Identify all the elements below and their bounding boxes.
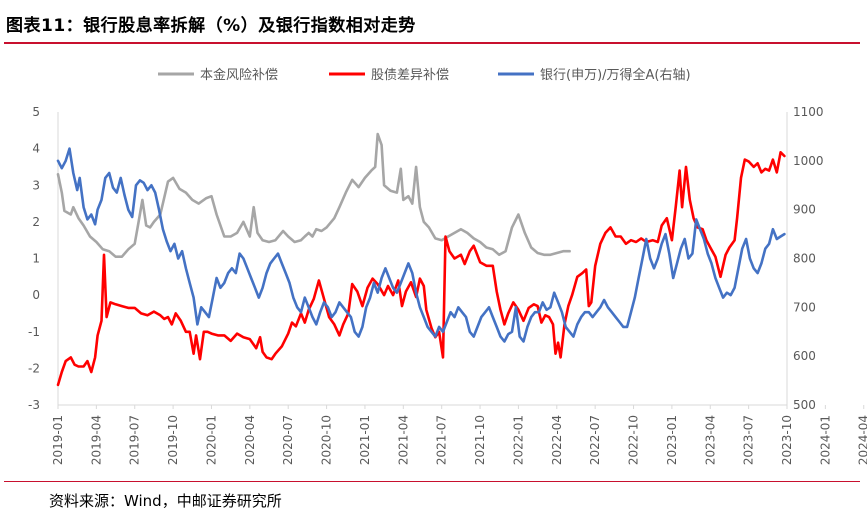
y-left-tick-label: 4 — [32, 142, 40, 156]
series-line-1 — [56, 132, 571, 258]
x-tick-label: 2021-07 — [435, 415, 449, 465]
y-left-tick-label: -2 — [28, 361, 40, 375]
x-tick-label: 2019-01 — [51, 415, 65, 465]
y-left-tick-label: 5 — [32, 105, 40, 119]
x-tick-label: 2024-04 — [857, 415, 867, 465]
x-tick-label: 2023-07 — [742, 415, 756, 465]
x-tick-label: 2022-01 — [511, 415, 525, 465]
footer-divider — [4, 481, 860, 482]
x-tick-label: 2020-01 — [204, 415, 218, 465]
x-tick-label: 2021-04 — [396, 415, 410, 465]
y-right-tick-label: 600 — [793, 349, 816, 363]
legend-label: 股债差异补偿 — [371, 68, 449, 83]
chart-title: 图表11：银行股息率拆解（%）及银行指数相对走势 — [6, 16, 416, 36]
series-line-3 — [56, 147, 786, 343]
y-right-tick-label: 1100 — [793, 105, 824, 119]
y-right-tick-label: 900 — [793, 203, 816, 217]
legend: 本金风险补偿 股债差异补偿 银行(申万)/万得全A(右轴) — [158, 67, 691, 83]
x-tick-label: 2021-01 — [358, 415, 372, 465]
x-tick-label: 2022-10 — [627, 415, 641, 465]
y-right-tick-label: 1000 — [793, 154, 824, 168]
axes: -3 -2 -1 0 1 2 3 4 5 500 600 700 800 900 1000 1100 2019-… — [28, 105, 867, 465]
legend-label: 银行(申万)/万得全A(右轴) — [540, 67, 691, 83]
y-left-tick-label: 0 — [32, 288, 40, 302]
x-tick-label: 2019-04 — [89, 415, 103, 465]
y-right-tick-label: 700 — [793, 300, 816, 314]
x-tick-label: 2022-04 — [550, 415, 564, 465]
plot-area — [56, 132, 786, 387]
x-tick-label: 2023-04 — [703, 415, 717, 465]
source-note: 资料来源：Wind，中邮证券研究所 — [49, 492, 282, 510]
y-left-tick-label: 2 — [32, 215, 40, 229]
x-tick-label: 2019-10 — [166, 415, 180, 465]
x-tick-label: 2023-01 — [665, 415, 679, 465]
y-left-tick-label: -1 — [28, 325, 40, 339]
y-left-tick-label: 1 — [32, 252, 40, 266]
x-tick-label: 2022-07 — [588, 415, 602, 465]
x-tick-label: 2019-07 — [128, 415, 142, 465]
x-tick-label: 2020-04 — [243, 415, 257, 465]
title-divider — [4, 42, 860, 44]
y-left-tick-label: -3 — [28, 398, 40, 412]
legend-label: 本金风险补偿 — [200, 67, 278, 83]
y-right-tick-label: 800 — [793, 252, 816, 266]
x-tick-label: 2021-10 — [473, 415, 487, 465]
y-left-tick-label: 3 — [32, 178, 40, 192]
x-tick-label: 2024-01 — [818, 415, 832, 465]
x-tick-label: 2020-10 — [320, 415, 334, 465]
x-tick-label: 2020-07 — [281, 415, 295, 465]
x-tick-label: 2023-10 — [780, 415, 794, 465]
y-right-tick-label: 500 — [793, 398, 816, 412]
